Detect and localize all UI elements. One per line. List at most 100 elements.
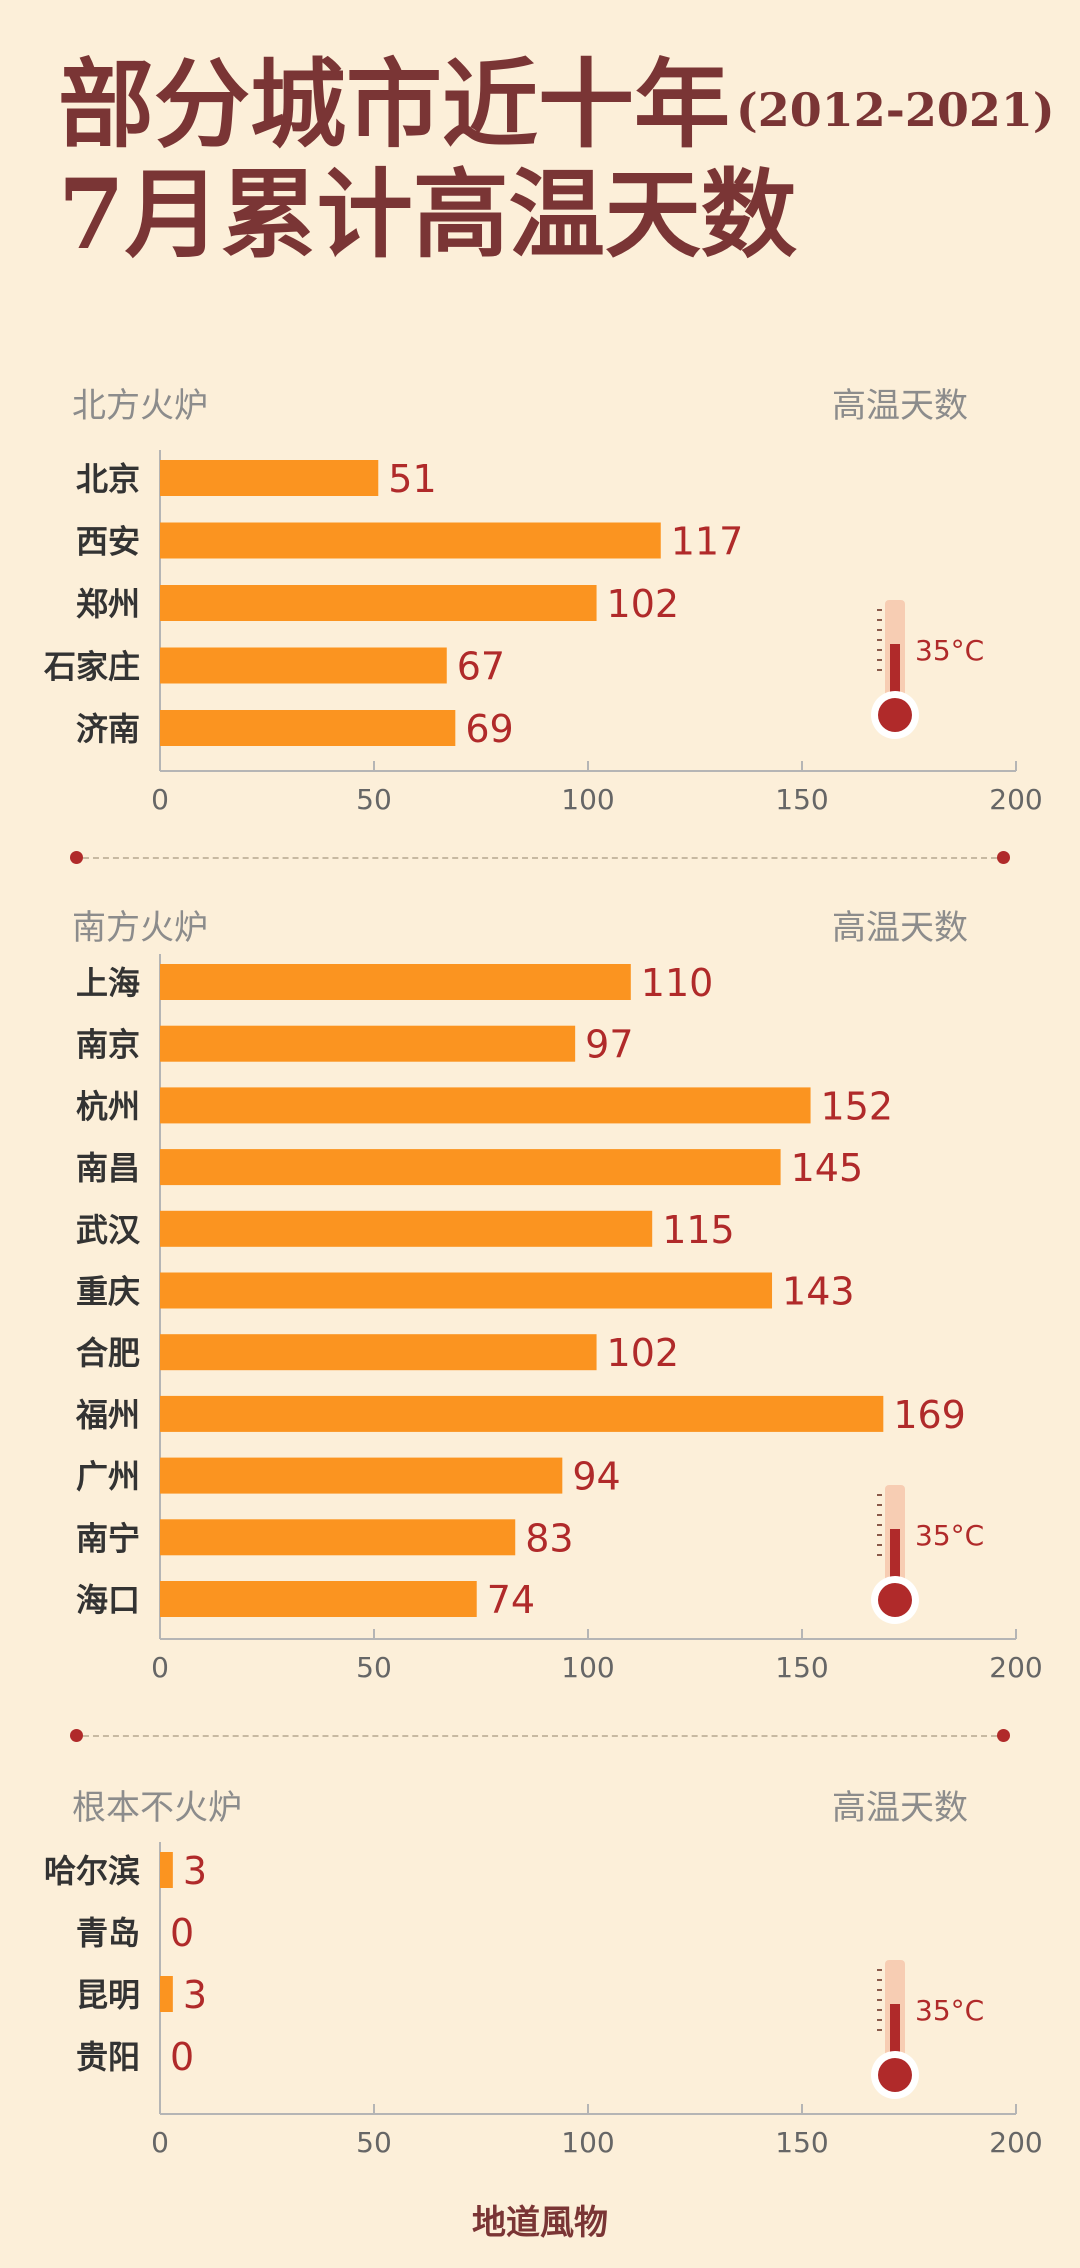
value-label: 145 xyxy=(791,1146,864,1190)
value-label: 83 xyxy=(525,1516,573,1560)
bar xyxy=(160,1087,811,1124)
x-tick-label: 150 xyxy=(775,2126,828,2159)
category-label: 郑州 xyxy=(76,585,140,623)
category-label: 南京 xyxy=(76,1026,140,1064)
metric-label: 高温天数 xyxy=(832,908,968,948)
metric-label: 高温天数 xyxy=(832,1788,968,1828)
bar xyxy=(160,460,379,496)
value-label: 94 xyxy=(572,1455,620,1499)
title-line-1: 部分城市近十年 (2012-2021) xyxy=(58,48,1055,161)
thermometer-icon xyxy=(871,600,919,739)
bar xyxy=(160,710,456,746)
category-label: 海口 xyxy=(76,1581,140,1619)
thermometer-label: 35°C xyxy=(915,1519,985,1552)
divider-line xyxy=(83,857,997,859)
bar xyxy=(160,1519,516,1556)
thermometer-icon xyxy=(871,1485,919,1624)
x-tick-label: 150 xyxy=(775,783,828,816)
x-tick-label: 50 xyxy=(356,2126,392,2159)
section-title: 北方火炉 xyxy=(72,386,208,426)
metric-label: 高温天数 xyxy=(832,386,968,426)
section-divider xyxy=(70,851,1010,865)
x-tick-label: 0 xyxy=(151,783,169,816)
section-divider xyxy=(70,1729,1010,1743)
bar xyxy=(160,1149,781,1186)
divider-dot xyxy=(70,1729,83,1742)
bar xyxy=(160,1457,563,1494)
category-label: 北京 xyxy=(76,460,140,498)
divider-line xyxy=(83,1735,997,1737)
x-tick-label: 50 xyxy=(356,1651,392,1684)
thermometer: 35°C xyxy=(868,1485,998,1635)
category-label: 南昌 xyxy=(76,1149,140,1187)
category-label: 西安 xyxy=(76,523,140,561)
value-label: 3 xyxy=(183,1849,207,1893)
category-label: 南宁 xyxy=(76,1519,140,1557)
category-label: 青岛 xyxy=(76,1914,140,1952)
title-line-2: 7月累计高温天数 xyxy=(58,158,797,272)
x-tick-label: 100 xyxy=(561,2126,614,2159)
x-tick-label: 200 xyxy=(989,2126,1042,2159)
divider-dot xyxy=(997,851,1010,864)
category-label: 哈尔滨 xyxy=(44,1852,140,1890)
value-label: 115 xyxy=(662,1208,735,1252)
x-tick-label: 100 xyxy=(561,783,614,816)
value-label: 143 xyxy=(782,1270,855,1314)
value-label: 0 xyxy=(170,2035,194,2079)
bar xyxy=(160,1334,597,1371)
bar xyxy=(160,647,447,684)
divider-dot xyxy=(70,851,83,864)
value-label: 169 xyxy=(893,1393,966,1437)
value-label: 69 xyxy=(465,707,513,751)
value-label: 51 xyxy=(388,457,436,501)
bar xyxy=(160,1395,884,1432)
thermometer: 35°C xyxy=(868,1960,998,2110)
value-label: 102 xyxy=(607,582,680,626)
value-label: 0 xyxy=(170,1911,194,1955)
section-north: 北方火炉 高温天数 0 50 100 150 200 北京 51 西安 117 郑州 102 石家庄 6… xyxy=(0,378,1080,818)
category-label: 合肥 xyxy=(76,1334,140,1372)
bar xyxy=(160,1272,773,1309)
bar xyxy=(160,522,661,559)
category-label: 武汉 xyxy=(76,1211,141,1249)
x-tick-label: 0 xyxy=(151,2126,169,2159)
thermometer-icon xyxy=(871,1960,919,2099)
bar xyxy=(160,1976,173,2012)
category-label: 上海 xyxy=(76,964,140,1002)
bar xyxy=(160,585,597,621)
x-tick-label: 200 xyxy=(989,783,1042,816)
category-label: 济南 xyxy=(76,710,140,748)
bar xyxy=(160,1581,477,1617)
section-title: 根本不火炉 xyxy=(72,1788,242,1828)
bar-chart-south: 0 50 100 150 200 上海 110 南京 97 杭州 152 南昌 145 武汉 115 重庆 14… xyxy=(75,954,1043,1684)
bar-chart-north: 0 50 100 150 200 北京 51 西安 117 郑州 102 石家庄 67 济南 69 xyxy=(43,450,1043,816)
value-label: 67 xyxy=(457,645,505,689)
category-label: 重庆 xyxy=(76,1273,140,1311)
category-label: 杭州 xyxy=(76,1087,140,1125)
bar xyxy=(160,1852,173,1888)
title-years: (2012-2021) xyxy=(736,83,1055,137)
category-label: 昆明 xyxy=(76,1976,140,2014)
category-label: 贵阳 xyxy=(76,2038,140,2076)
x-tick-label: 50 xyxy=(356,783,392,816)
section-not-hot: 根本不火炉 高温天数 0 50 100 150 200 哈尔滨 3 青岛 0 昆明 3 贵阳 0 35°… xyxy=(0,1780,1080,2160)
category-label: 石家庄 xyxy=(43,648,140,686)
value-label: 3 xyxy=(183,1973,207,2017)
x-tick-label: 150 xyxy=(775,1651,828,1684)
bar xyxy=(160,1025,576,1062)
value-label: 110 xyxy=(641,961,714,1005)
footer-brand: 地道風物 xyxy=(472,2203,608,2243)
x-tick-label: 0 xyxy=(151,1651,169,1684)
thermometer-label: 35°C xyxy=(915,634,985,667)
bar xyxy=(160,964,631,1000)
value-label: 152 xyxy=(821,1084,894,1128)
value-label: 117 xyxy=(671,520,744,564)
section-title: 南方火炉 xyxy=(72,908,208,948)
category-label: 广州 xyxy=(76,1458,140,1496)
title-main: 部分城市近十年 xyxy=(58,48,730,161)
thermometer: 35°C xyxy=(868,600,998,750)
thermometer-label: 35°C xyxy=(915,1994,985,2027)
x-tick-label: 100 xyxy=(561,1651,614,1684)
section-south: 南方火炉 高温天数 0 50 100 150 200 上海 110 南京 97 杭州 152 南昌 14… xyxy=(0,900,1080,1700)
page-title: 部分城市近十年 (2012-2021) 7月累计高温天数 xyxy=(58,48,1055,272)
